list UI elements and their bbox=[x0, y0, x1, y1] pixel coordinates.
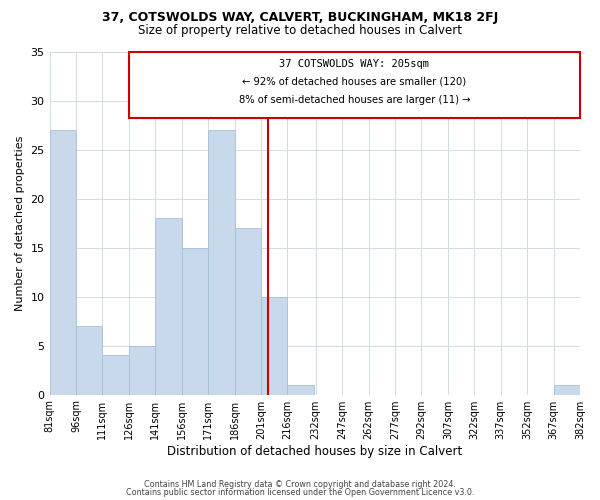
Bar bbox=[50, 130, 76, 394]
Bar bbox=[155, 218, 182, 394]
Bar bbox=[235, 228, 261, 394]
Text: Contains HM Land Registry data © Crown copyright and database right 2024.: Contains HM Land Registry data © Crown c… bbox=[144, 480, 456, 489]
FancyBboxPatch shape bbox=[129, 52, 580, 118]
Bar bbox=[287, 385, 314, 394]
Bar bbox=[182, 248, 208, 394]
Bar bbox=[208, 130, 235, 394]
Bar bbox=[129, 346, 155, 395]
Text: ← 92% of detached houses are smaller (120): ← 92% of detached houses are smaller (12… bbox=[242, 77, 466, 87]
X-axis label: Distribution of detached houses by size in Calvert: Distribution of detached houses by size … bbox=[167, 444, 463, 458]
Text: Size of property relative to detached houses in Calvert: Size of property relative to detached ho… bbox=[138, 24, 462, 37]
Bar bbox=[76, 326, 103, 394]
Text: 37, COTSWOLDS WAY, CALVERT, BUCKINGHAM, MK18 2FJ: 37, COTSWOLDS WAY, CALVERT, BUCKINGHAM, … bbox=[102, 11, 498, 24]
Bar bbox=[554, 385, 580, 394]
Text: Contains public sector information licensed under the Open Government Licence v3: Contains public sector information licen… bbox=[126, 488, 474, 497]
Text: 37 COTSWOLDS WAY: 205sqm: 37 COTSWOLDS WAY: 205sqm bbox=[280, 60, 430, 70]
Bar bbox=[261, 296, 287, 394]
Y-axis label: Number of detached properties: Number of detached properties bbox=[15, 136, 25, 310]
Bar bbox=[103, 356, 129, 395]
Text: 8% of semi-detached houses are larger (11) →: 8% of semi-detached houses are larger (1… bbox=[239, 94, 470, 104]
